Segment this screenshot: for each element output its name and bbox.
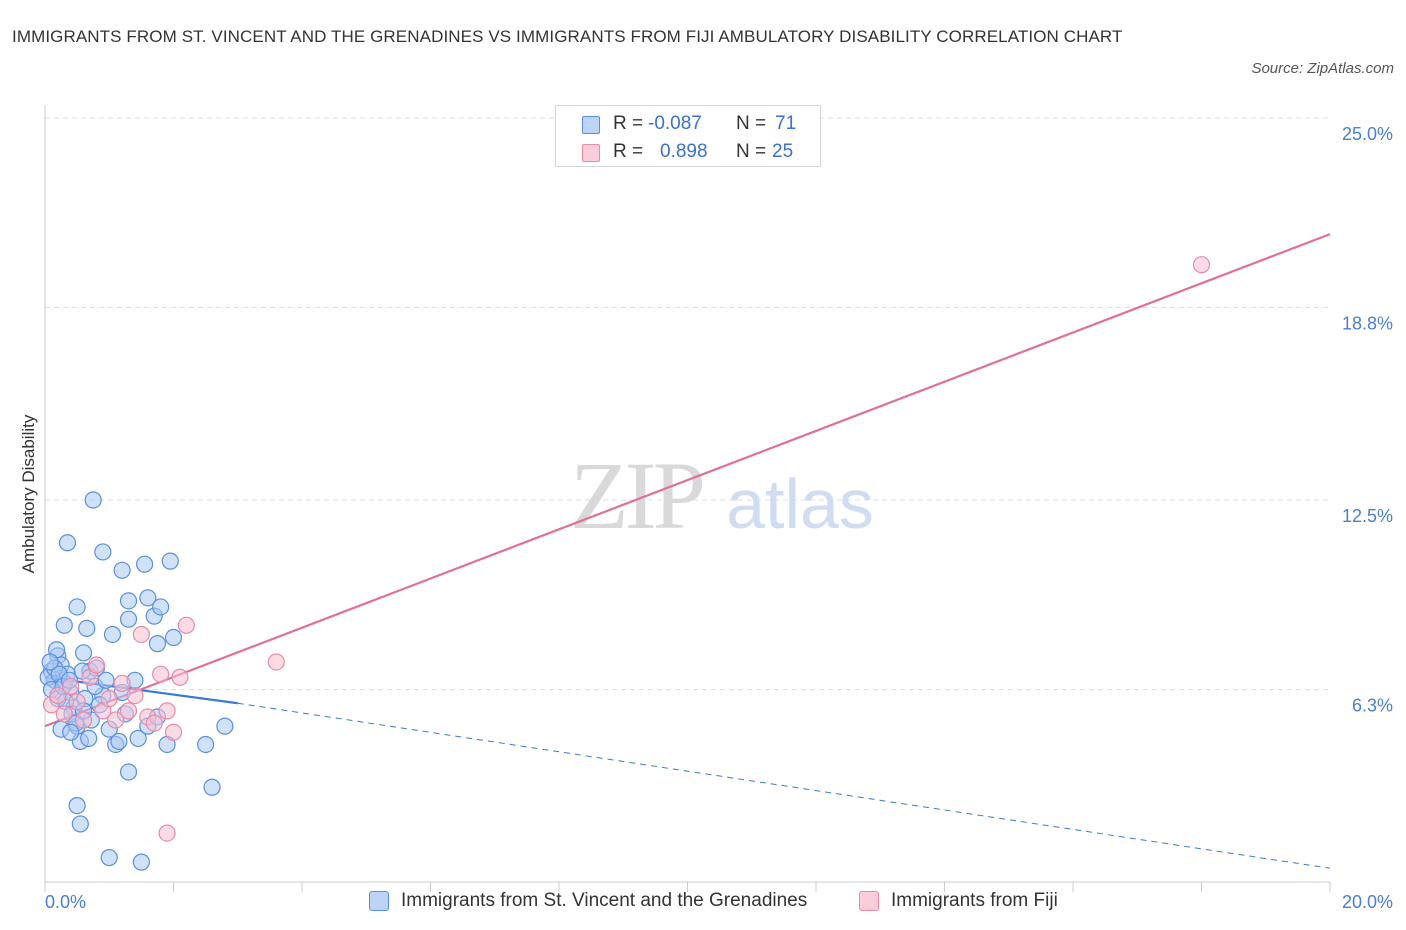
point-st-vincent — [152, 598, 170, 616]
watermark-atlas: atlas — [726, 465, 874, 543]
point-st-vincent — [119, 592, 138, 610]
point-st-vincent — [94, 543, 112, 561]
point-fiji — [1192, 256, 1211, 274]
point-fiji — [87, 656, 106, 674]
data-points — [39, 256, 1211, 871]
legend-r-label: R = — [613, 113, 644, 134]
bottom-legend-swatch-blue — [369, 891, 389, 911]
point-st-vincent — [80, 729, 98, 747]
point-st-vincent — [164, 628, 183, 647]
y-tick-label: 6.3% — [1352, 695, 1393, 715]
point-st-vincent — [62, 723, 80, 741]
point-fiji — [158, 824, 176, 842]
y-tick-label: 25.0% — [1342, 124, 1393, 144]
point-st-vincent — [110, 732, 128, 751]
bottom-legend-swatch-pink — [859, 891, 879, 911]
y-tick-label: 12.5% — [1342, 506, 1393, 526]
trend-line-st-vincent-extrapolated — [237, 702, 1331, 869]
tick-labels: 6.3% 12.5% 18.8% 25.0% 0.0% 20.0% — [45, 124, 1393, 912]
correlation-legend: R = -0.087 N = 71 R = 0.898 N = 25 — [555, 105, 821, 167]
chart-title: IMMIGRANTS FROM ST. VINCENT AND THE GREN… — [12, 27, 1123, 46]
point-fiji — [100, 690, 118, 708]
point-st-vincent — [113, 561, 131, 579]
point-st-vincent — [58, 534, 77, 552]
legend-r-label: R = — [613, 141, 644, 162]
point-st-vincent — [129, 729, 147, 747]
axes — [44, 105, 1331, 892]
point-st-vincent — [68, 796, 86, 815]
y-tick-label: 18.8% — [1342, 313, 1393, 333]
point-fiji — [68, 693, 86, 711]
point-st-vincent — [161, 552, 179, 570]
point-fiji — [177, 616, 195, 634]
point-st-vincent — [84, 491, 102, 509]
gridlines — [45, 117, 1330, 690]
point-st-vincent — [139, 589, 157, 607]
bottom-legend-label: Immigrants from St. Vincent and the Gren… — [401, 890, 808, 911]
y-axis-title: Ambulatory Disability — [19, 414, 38, 573]
point-st-vincent — [41, 653, 59, 671]
watermark-zip: ZIP — [570, 442, 703, 549]
point-fiji — [126, 686, 144, 705]
point-fiji — [132, 625, 150, 644]
point-fiji — [107, 711, 125, 729]
point-st-vincent — [68, 598, 86, 616]
point-st-vincent — [97, 671, 115, 689]
point-fiji — [267, 653, 285, 671]
point-fiji — [74, 711, 93, 729]
point-st-vincent — [135, 555, 154, 573]
point-fiji — [62, 677, 80, 696]
point-st-vincent — [216, 717, 234, 735]
legend-r-value: -0.087 — [648, 113, 702, 134]
legend-n-label: N = — [736, 113, 767, 134]
x-tick-label: 0.0% — [45, 892, 86, 912]
point-fiji — [55, 705, 73, 723]
watermark: ZIP atlas — [570, 442, 874, 549]
point-st-vincent — [71, 815, 89, 833]
legend-n-label: N = — [736, 141, 767, 162]
bottom-legend-label: Immigrants from Fiji — [891, 890, 1058, 911]
point-st-vincent — [103, 625, 122, 644]
point-fiji — [145, 714, 163, 732]
point-fiji — [164, 723, 183, 741]
point-st-vincent — [119, 610, 138, 628]
x-tick-label: 20.0% — [1342, 892, 1393, 912]
trend-line-fiji — [44, 233, 1331, 728]
legend-n-value: 25 — [772, 141, 794, 162]
point-st-vincent — [74, 644, 93, 662]
source-credit: Source: ZipAtlas.com — [1251, 60, 1394, 77]
point-fiji — [119, 702, 138, 720]
point-st-vincent — [119, 763, 138, 781]
legend-swatch-blue — [582, 116, 600, 134]
point-fiji — [113, 674, 131, 692]
point-fiji — [152, 665, 170, 683]
legend-r-value: 0.898 — [660, 141, 708, 162]
point-st-vincent — [100, 848, 118, 867]
point-st-vincent — [78, 619, 96, 637]
point-fiji — [158, 702, 176, 720]
point-st-vincent — [55, 616, 73, 634]
point-fiji — [49, 686, 67, 705]
point-st-vincent — [203, 778, 221, 796]
point-fiji — [171, 668, 189, 686]
legend-swatch-pink — [582, 144, 600, 162]
point-st-vincent — [197, 735, 215, 754]
point-st-vincent — [132, 853, 150, 871]
trend-lines — [44, 233, 1331, 869]
point-st-vincent — [148, 635, 167, 653]
legend-n-value: 71 — [775, 113, 797, 134]
